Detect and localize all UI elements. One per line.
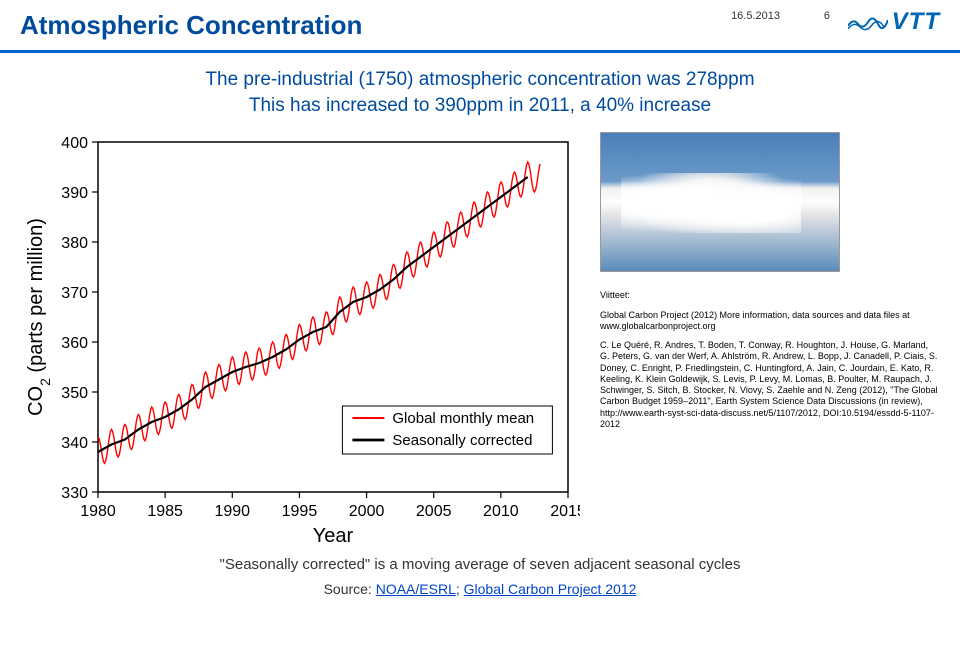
chart-caption: "Seasonally corrected" is a moving avera…: [0, 556, 960, 573]
source-link-2[interactable]: Global Carbon Project 2012: [464, 581, 637, 597]
svg-text:2000: 2000: [349, 503, 385, 520]
references-heading: Viitteet:: [600, 290, 940, 301]
svg-text:390: 390: [61, 185, 88, 202]
references-p1: Global Carbon Project (2012) More inform…: [600, 310, 940, 333]
vtt-logo: VTT: [848, 8, 940, 36]
logo-text: VTT: [892, 8, 940, 36]
references-block: Viitteet: Global Carbon Project (2012) M…: [600, 290, 940, 438]
svg-text:2005: 2005: [416, 503, 452, 520]
svg-text:360: 360: [61, 335, 88, 352]
logo-wave-icon: [848, 12, 888, 32]
svg-text:1980: 1980: [80, 503, 116, 520]
references-p2: C. Le Quéré, R. Andres, T. Boden, T. Con…: [600, 340, 940, 430]
svg-text:1985: 1985: [147, 503, 183, 520]
slide-title: Atmospheric Concentration: [20, 10, 940, 41]
svg-text:340: 340: [61, 435, 88, 452]
page-number: 6: [824, 10, 830, 22]
subtitle-line-2: This has increased to 390ppm in 2011, a …: [0, 93, 960, 119]
svg-text:1990: 1990: [214, 503, 250, 520]
source-link-1[interactable]: NOAA/ESRL: [376, 581, 456, 597]
svg-text:Global monthly mean: Global monthly mean: [392, 410, 534, 427]
subtitle-line-1: The pre-industrial (1750) atmospheric co…: [0, 67, 960, 93]
svg-text:350: 350: [61, 385, 88, 402]
svg-text:Year: Year: [313, 525, 354, 547]
svg-text:380: 380: [61, 235, 88, 252]
svg-text:400: 400: [61, 135, 88, 152]
chart-source: Source: NOAA/ESRL; Global Carbon Project…: [0, 581, 960, 597]
subtitle-block: The pre-industrial (1750) atmospheric co…: [0, 67, 960, 118]
svg-text:CO2 (parts per million): CO2 (parts per million): [25, 218, 53, 416]
source-prefix: Source:: [324, 581, 376, 597]
svg-text:Seasonally corrected: Seasonally corrected: [392, 432, 532, 449]
co2-chart: 1980 1985 1990 1995 2000 2005 2010 2015 330 340 35…: [20, 132, 580, 552]
svg-text:370: 370: [61, 285, 88, 302]
svg-text:1995: 1995: [282, 503, 318, 520]
slide-date: 16.5.2013: [731, 10, 780, 22]
cloud-image: [600, 132, 840, 272]
source-sep: ;: [456, 581, 464, 597]
header-divider: [0, 50, 960, 53]
svg-text:330: 330: [61, 485, 88, 502]
svg-text:2010: 2010: [483, 503, 519, 520]
svg-text:2015: 2015: [550, 503, 580, 520]
